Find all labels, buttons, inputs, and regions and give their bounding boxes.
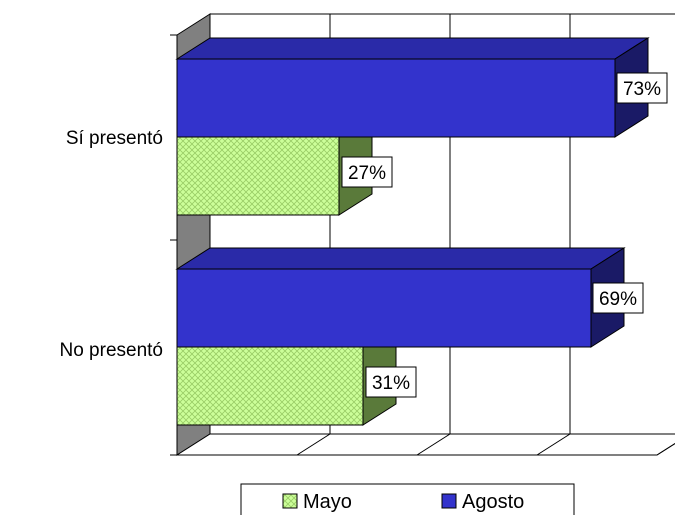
bar-agosto-front [176, 268, 592, 348]
data-label-mayo-1: 31% [365, 366, 417, 398]
bar-agosto-0 [175, 37, 650, 138]
data-label-agosto-0-box [616, 72, 668, 104]
data-labels: 73% 27% 69% 31% [341, 72, 668, 398]
data-label-mayo-0-box [341, 156, 393, 188]
data-label-agosto-1-box [592, 282, 644, 314]
data-label-agosto-0: 73% [616, 72, 668, 104]
category-label-no: No presentó [59, 340, 163, 361]
floor-gridline-60 [536, 433, 571, 456]
bar-mayo-0 [176, 115, 373, 216]
bar-agosto-top [175, 37, 650, 60]
bars [175, 37, 650, 426]
legend: Mayo Agosto [240, 483, 575, 515]
bar-agosto-1 [175, 247, 626, 348]
floor-gridline-20 [296, 433, 331, 456]
floor-gridlines [296, 433, 675, 456]
data-label-mayo-1-box [365, 366, 417, 398]
legend-swatch-mayo [282, 493, 298, 509]
data-label-agosto-0-text: 73% [623, 79, 661, 100]
bar-agosto-front [176, 58, 616, 138]
bar-mayo-front [176, 346, 364, 426]
floor [175, 433, 675, 456]
legend-label-agosto: Agosto [462, 491, 524, 513]
data-label-agosto-1: 69% [592, 282, 644, 314]
legend-swatch-agosto [441, 493, 457, 509]
category-label-si: Sí presentó [66, 128, 163, 149]
data-label-mayo-0-text: 27% [348, 163, 386, 184]
bar-mayo-front [176, 136, 340, 216]
floor-gridline-80 [656, 442, 675, 456]
data-label-agosto-1-text: 69% [599, 289, 637, 310]
legend-label-mayo: Mayo [303, 491, 352, 513]
data-label-mayo-0: 27% [341, 156, 393, 188]
data-label-mayo-1-text: 31% [372, 373, 410, 394]
floor-gridline-40 [416, 433, 451, 456]
bar-agosto-top [175, 247, 626, 270]
